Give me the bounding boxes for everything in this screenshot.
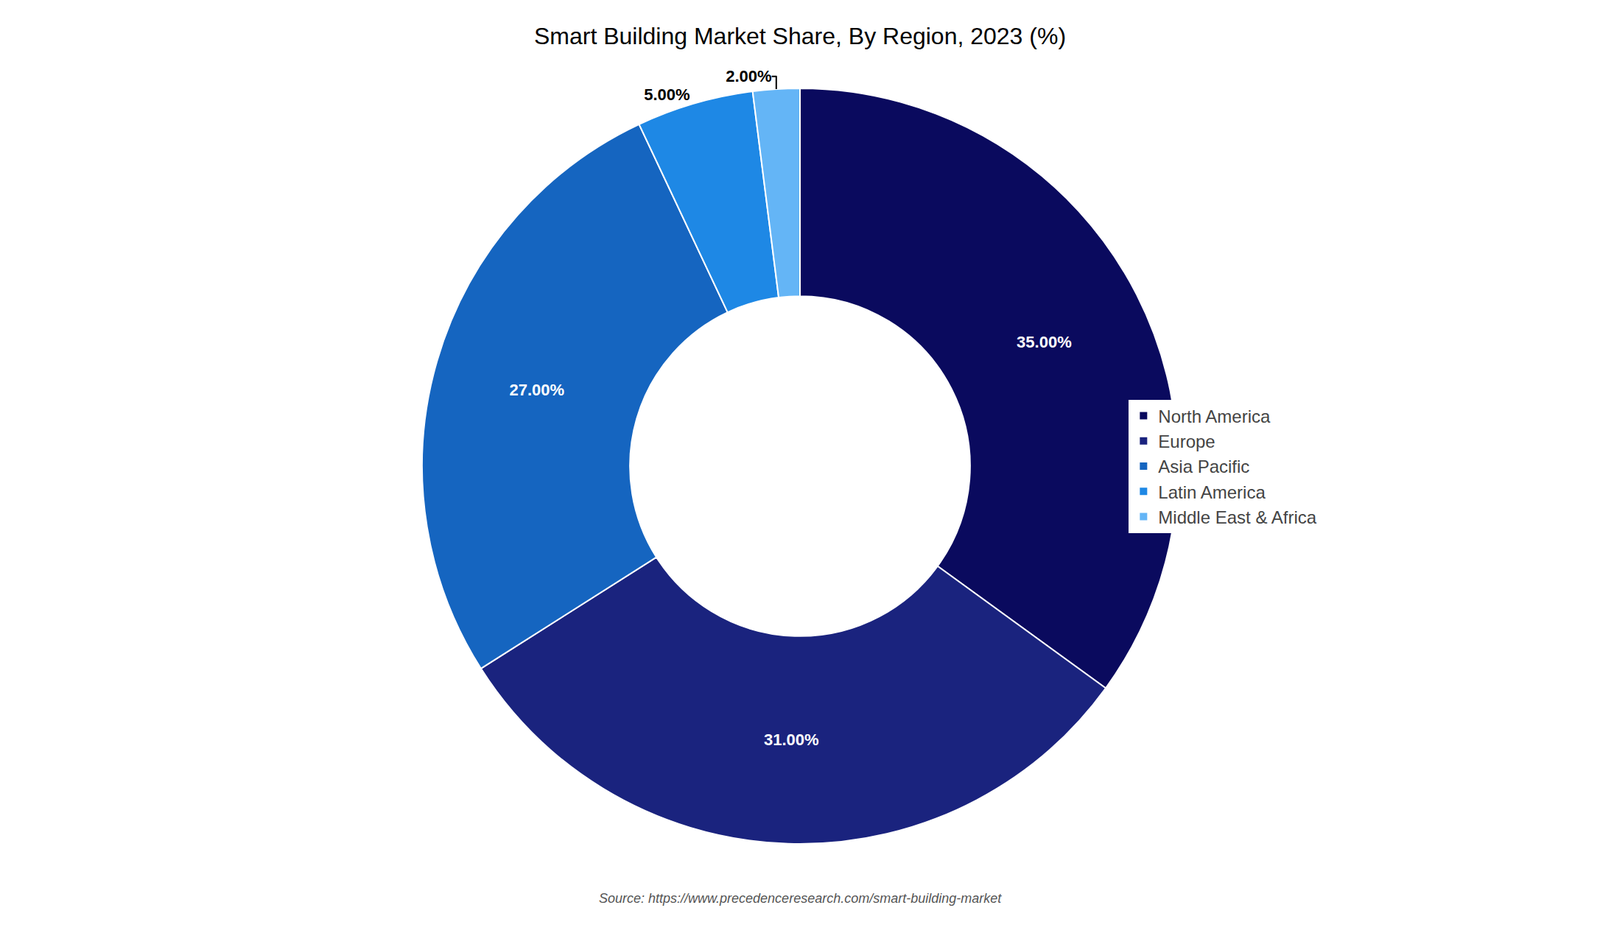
- svg-text:Asia Pacific: Asia Pacific: [1158, 456, 1250, 477]
- svg-text:2.00%: 2.00%: [725, 67, 772, 86]
- svg-text:5.00%: 5.00%: [643, 85, 690, 104]
- svg-text:Europe: Europe: [1158, 431, 1215, 452]
- svg-text:North America: North America: [1158, 406, 1271, 427]
- svg-text:Middle East & Africa: Middle East & Africa: [1158, 507, 1317, 528]
- svg-text:Source: https://www.precedence: Source: https://www.precedenceresearch.c…: [598, 891, 1002, 907]
- svg-text:35.00%: 35.00%: [1016, 332, 1072, 352]
- svg-text:Latin America: Latin America: [1158, 482, 1266, 503]
- svg-text:Smart Building Market Share, B: Smart Building Market Share, By Region, …: [534, 22, 1066, 50]
- svg-text:27.00%: 27.00%: [509, 380, 566, 400]
- svg-text:31.00%: 31.00%: [763, 730, 820, 750]
